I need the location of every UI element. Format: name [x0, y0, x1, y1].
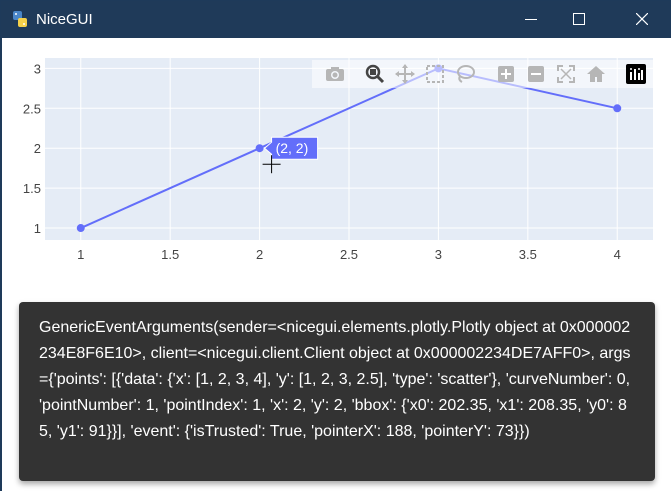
- data-point[interactable]: [76, 224, 85, 233]
- data-point[interactable]: [613, 104, 622, 113]
- y-axis-ticks: 1 1.5 2 2.5 3: [23, 61, 41, 236]
- plotly-logo-icon[interactable]: [626, 64, 646, 84]
- lasso-select-icon[interactable]: [455, 64, 475, 84]
- close-button[interactable]: [619, 1, 665, 38]
- x-axis-ticks: 1 1.5 2 2.5 3 3.5 4: [77, 247, 621, 262]
- x-tick-label: 3.5: [519, 247, 537, 262]
- maximize-icon: [573, 13, 585, 25]
- series-line: [80, 67, 618, 229]
- event-notification: GenericEventArguments(sender=<nicegui.el…: [19, 302, 655, 481]
- plotly-chart[interactable]: 1 1.5 2 2.5 3 3.5 4 1 1.5 2 2.5 3 (2, 2): [2, 38, 671, 278]
- page-content: 1 1.5 2 2.5 3 3.5 4 1 1.5 2 2.5 3 (2, 2): [2, 38, 671, 491]
- x-tick-label: 2: [256, 247, 263, 262]
- x-tick-label: 3: [435, 247, 442, 262]
- y-tick-label: 1.5: [23, 181, 41, 196]
- x-tick-label: 1.5: [161, 247, 179, 262]
- camera-icon[interactable]: [325, 64, 345, 84]
- pan-icon[interactable]: [395, 64, 415, 84]
- y-tick-label: 3: [34, 61, 41, 76]
- close-icon: [636, 13, 648, 25]
- hover-box: [263, 136, 319, 160]
- data-point[interactable]: [255, 144, 264, 153]
- zoom-icon[interactable]: [365, 64, 385, 84]
- maximize-button[interactable]: [556, 1, 602, 38]
- crosshair-cursor-icon: [262, 155, 281, 174]
- zoom-out-icon[interactable]: [526, 64, 546, 84]
- reset-axes-icon[interactable]: [586, 64, 606, 84]
- box-select-icon[interactable]: [425, 64, 445, 84]
- minimize-button[interactable]: [508, 1, 554, 38]
- window-title: NiceGUI: [36, 11, 93, 28]
- zoom-in-icon[interactable]: [496, 64, 516, 84]
- y-tick-label: 1: [34, 221, 41, 236]
- title-bar[interactable]: NiceGUI: [1, 1, 670, 38]
- hover-text: (2, 2): [276, 140, 309, 156]
- x-tick-label: 1: [77, 247, 84, 262]
- x-tick-label: 4: [614, 247, 621, 262]
- x-tick-label: 2.5: [340, 247, 358, 262]
- y-tick-label: 2: [34, 141, 41, 156]
- y-tick-label: 2.5: [23, 101, 41, 116]
- minimize-icon: [525, 19, 537, 20]
- notification-message: GenericEventArguments(sender=<nicegui.el…: [39, 319, 631, 440]
- plot-modebar: [312, 60, 656, 88]
- python-logo-icon: [11, 10, 29, 28]
- autoscale-icon[interactable]: [556, 64, 576, 84]
- hover-label: (2, 2): [263, 136, 319, 160]
